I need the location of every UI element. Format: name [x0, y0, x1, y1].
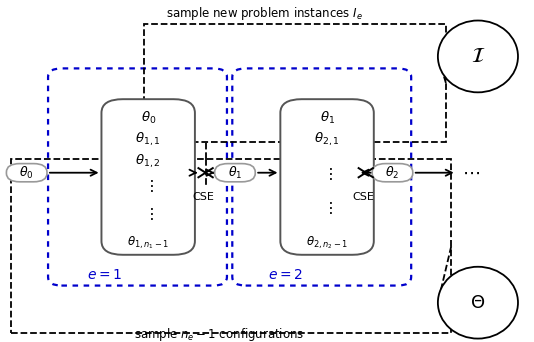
Text: $e=2$: $e=2$ [268, 268, 303, 282]
Text: sample new problem instances $I_e$: sample new problem instances $I_e$ [166, 5, 363, 22]
Text: $\theta_{1,n_1-1}$: $\theta_{1,n_1-1}$ [127, 234, 169, 251]
Text: CSE: CSE [352, 192, 374, 201]
Text: $\vdots$: $\vdots$ [143, 206, 154, 222]
Text: $e=1$: $e=1$ [87, 268, 122, 282]
Text: CSE: CSE [192, 192, 214, 201]
FancyBboxPatch shape [101, 99, 195, 255]
Text: $\theta_2$: $\theta_2$ [386, 165, 399, 181]
Text: $\theta_1$: $\theta_1$ [228, 165, 242, 181]
Text: sample $n_e - 1$ configurations: sample $n_e - 1$ configurations [134, 326, 304, 342]
FancyBboxPatch shape [280, 99, 374, 255]
Text: $\theta_{1,1}$: $\theta_{1,1}$ [135, 131, 161, 148]
Ellipse shape [438, 267, 518, 339]
Text: $\Theta$: $\Theta$ [470, 294, 485, 312]
FancyBboxPatch shape [6, 163, 47, 182]
Text: $\cdots$: $\cdots$ [462, 164, 480, 182]
Text: $\theta_{2,n_2-1}$: $\theta_{2,n_2-1}$ [306, 234, 348, 251]
Text: $\theta_{2,1}$: $\theta_{2,1}$ [314, 131, 340, 148]
Ellipse shape [438, 21, 518, 92]
Text: $\theta_0$: $\theta_0$ [140, 110, 156, 126]
Text: $\vdots$: $\vdots$ [321, 200, 333, 216]
Text: $\vdots$: $\vdots$ [321, 166, 333, 182]
Text: $\theta_{1,2}$: $\theta_{1,2}$ [135, 153, 161, 170]
FancyBboxPatch shape [215, 163, 255, 182]
Text: $\theta_0$: $\theta_0$ [19, 165, 34, 181]
Text: $\theta_1$: $\theta_1$ [319, 110, 335, 126]
FancyBboxPatch shape [372, 163, 413, 182]
Text: $\mathcal{I}$: $\mathcal{I}$ [471, 47, 485, 66]
Text: $\vdots$: $\vdots$ [143, 178, 154, 194]
